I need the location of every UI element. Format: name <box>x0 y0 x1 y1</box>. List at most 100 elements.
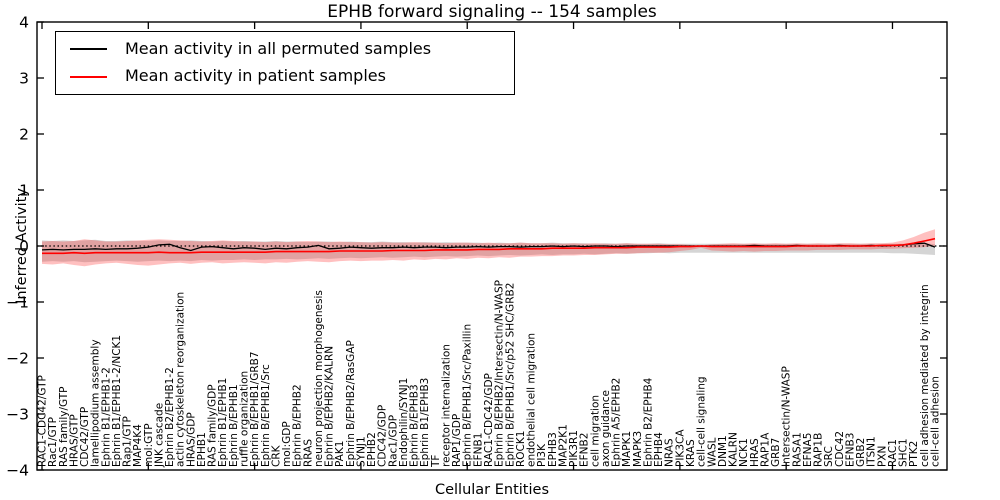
x-category-label: Intersectin/N-WASP <box>781 366 793 467</box>
y-tick-label: −4 <box>6 462 29 480</box>
x-category-label: ruffle organization <box>239 371 251 467</box>
x-category-label: WASL <box>706 437 718 467</box>
x-category-label: EFNB3 <box>845 433 857 467</box>
x-category-label: ROCK1 <box>515 431 527 467</box>
x-category-label: EPHB4 <box>653 432 665 467</box>
y-tick-label: 2 <box>19 126 29 144</box>
x-category-label: axon guidance <box>600 390 612 467</box>
patient-line-swatch <box>70 75 107 78</box>
x-category-label: cell migration <box>589 395 601 467</box>
patient-mean-line <box>42 237 936 255</box>
x-category-label: KRAS <box>685 439 697 467</box>
x-category-label: RAP1/GDP <box>451 414 463 467</box>
x-category-label: MAPK1 <box>621 431 633 467</box>
x-category-label: Ephrin B/EPHB2/KALRN <box>324 346 336 467</box>
x-category-label: mol:GDP <box>281 421 293 467</box>
x-category-label: cell-cell signaling <box>696 376 708 467</box>
y-tick-label: −3 <box>6 406 29 424</box>
x-category-label: RASA1 <box>791 432 803 467</box>
x-category-label: SHC1 <box>898 438 910 467</box>
x-category-label: RAP1A <box>759 432 771 467</box>
x-category-label: CDC42 <box>834 431 846 467</box>
x-category-label: Ephrin B/EPHB2 <box>292 384 304 467</box>
x-category-label: Ephrin B/EPHB2/RasGAP <box>345 340 357 467</box>
x-category-label: EFNB1 <box>472 433 484 467</box>
x-category-label: MAPK3 <box>632 431 644 467</box>
x-category-label: CDC42/GTP <box>79 407 91 467</box>
x-category-label: receptor internalization <box>441 344 453 467</box>
x-category-label: Ephrin B2/EPHB4 <box>643 377 655 467</box>
x-category-label: cell adhesion mediated by integrin <box>919 284 931 467</box>
x-axis-label: Cellular Entities <box>434 482 550 498</box>
x-category-label: DNM1 <box>717 435 729 467</box>
x-category-label: neuron projection morphogenesis <box>313 290 325 467</box>
x-category-label: EPHB1 <box>196 432 208 467</box>
x-category-label: mol:GTP <box>143 423 155 467</box>
x-category-label: lamellipodium assembly <box>90 339 102 467</box>
x-category-label: PIK3CA <box>674 429 686 467</box>
x-category-label: Ephrin B2/EPHB1-2 <box>164 367 176 467</box>
x-category-label: PTK2 <box>908 441 920 467</box>
y-tick-label: 1 <box>19 182 29 200</box>
x-category-label: RAP1B <box>813 433 825 467</box>
x-category-label: PXN <box>876 446 888 467</box>
x-category-label: RAC1-CDC42/GTP <box>37 375 49 467</box>
x-category-label: RAC1-CDC42/GDP <box>483 373 495 467</box>
x-category-label: Rac1/GTP <box>47 417 59 467</box>
x-category-label: Ephrin B/EPHB1/Src/Paxillin <box>462 324 474 467</box>
x-category-label: RAC1 <box>887 439 899 467</box>
x-category-label: CDC42/GDP <box>377 405 389 467</box>
x-category-label: NRAS <box>664 438 676 467</box>
legend-entry-patient: Mean activity in patient samples <box>70 66 504 86</box>
x-category-label: GRB2 <box>855 438 867 467</box>
x-category-label: EFNB2 <box>579 433 591 467</box>
x-category-label: Ephrin B/EPHB1/Src/p52 SHC/GRB2 <box>504 283 516 467</box>
x-category-label: RAS family/GTP <box>58 386 70 467</box>
x-category-label: endothelial cell migration <box>526 333 538 467</box>
x-category-label: PIK3R1 <box>568 430 580 467</box>
y-tick-label: 3 <box>19 70 29 88</box>
x-category-label: Rap1/GTP <box>122 416 134 467</box>
legend-label-patient: Mean activity in patient samples <box>125 66 386 86</box>
x-category-label: RRAS <box>302 439 314 467</box>
x-category-label: Ephrin B1/EPHB3 <box>419 378 431 467</box>
x-category-label: Ephrin B/EPHB1/GRB7 <box>249 351 261 467</box>
x-category-label: EFNA5 <box>802 433 814 467</box>
x-category-label: EPHB2 <box>366 432 378 467</box>
x-category-label: PAK1 <box>334 441 346 467</box>
x-category-label: Ephrin B/EPHB2/Intersectin/N-WASP <box>494 280 506 467</box>
x-category-label: CRK <box>270 444 282 467</box>
x-category-label: Ephrin B1/EPHB1 <box>217 378 229 467</box>
x-category-label: GRB7 <box>770 438 782 467</box>
x-category-label: cell-cell adhesion <box>930 376 942 467</box>
x-category-label: Ephrin B/EPHB3 <box>409 384 421 467</box>
x-category-label: ITSN1 <box>866 436 878 467</box>
x-category-label: MAP4K4 <box>132 424 144 467</box>
x-category-label: Ephrin A5/EPHB2 <box>611 378 623 467</box>
legend-label-permuted: Mean activity in all permuted samples <box>125 39 432 58</box>
x-category-label: MAP2K1 <box>557 424 569 467</box>
x-category-label: SYNJ1 <box>355 436 367 467</box>
x-category-label: Ephrin B/EPHB1/Src <box>260 364 272 467</box>
x-category-label: PI3K <box>536 443 548 467</box>
x-category-label: HRAS <box>749 438 761 467</box>
x-category-label: Ephrin B1/EPHB1-2/NCK1 <box>111 335 123 467</box>
x-category-label: NCK1 <box>738 438 750 467</box>
x-category-label: Rac1/GDP <box>387 415 399 467</box>
legend-entry-permuted: Mean activity in all permuted samples <box>70 39 504 58</box>
y-tick-label: −2 <box>6 350 29 368</box>
x-category-label: TF <box>430 455 442 468</box>
x-category-label: RAS family/GDP <box>207 384 219 467</box>
x-category-label: HRAS/GTP <box>68 414 80 467</box>
x-category-label: JNK cascade <box>153 403 165 468</box>
x-category-label: Ephrin B1/EPHB1-2 <box>100 367 112 467</box>
x-category-label: actin cytoskeleton reorganization <box>175 292 187 467</box>
x-category-label: HRAS/GDP <box>185 412 197 467</box>
x-category-label: SRC <box>823 446 835 467</box>
y-tick-label: −1 <box>6 294 29 312</box>
y-tick-label: 0 <box>19 238 29 256</box>
x-category-label: Endophilin/SYNJ1 <box>398 378 410 467</box>
permuted-line-swatch <box>70 48 107 51</box>
